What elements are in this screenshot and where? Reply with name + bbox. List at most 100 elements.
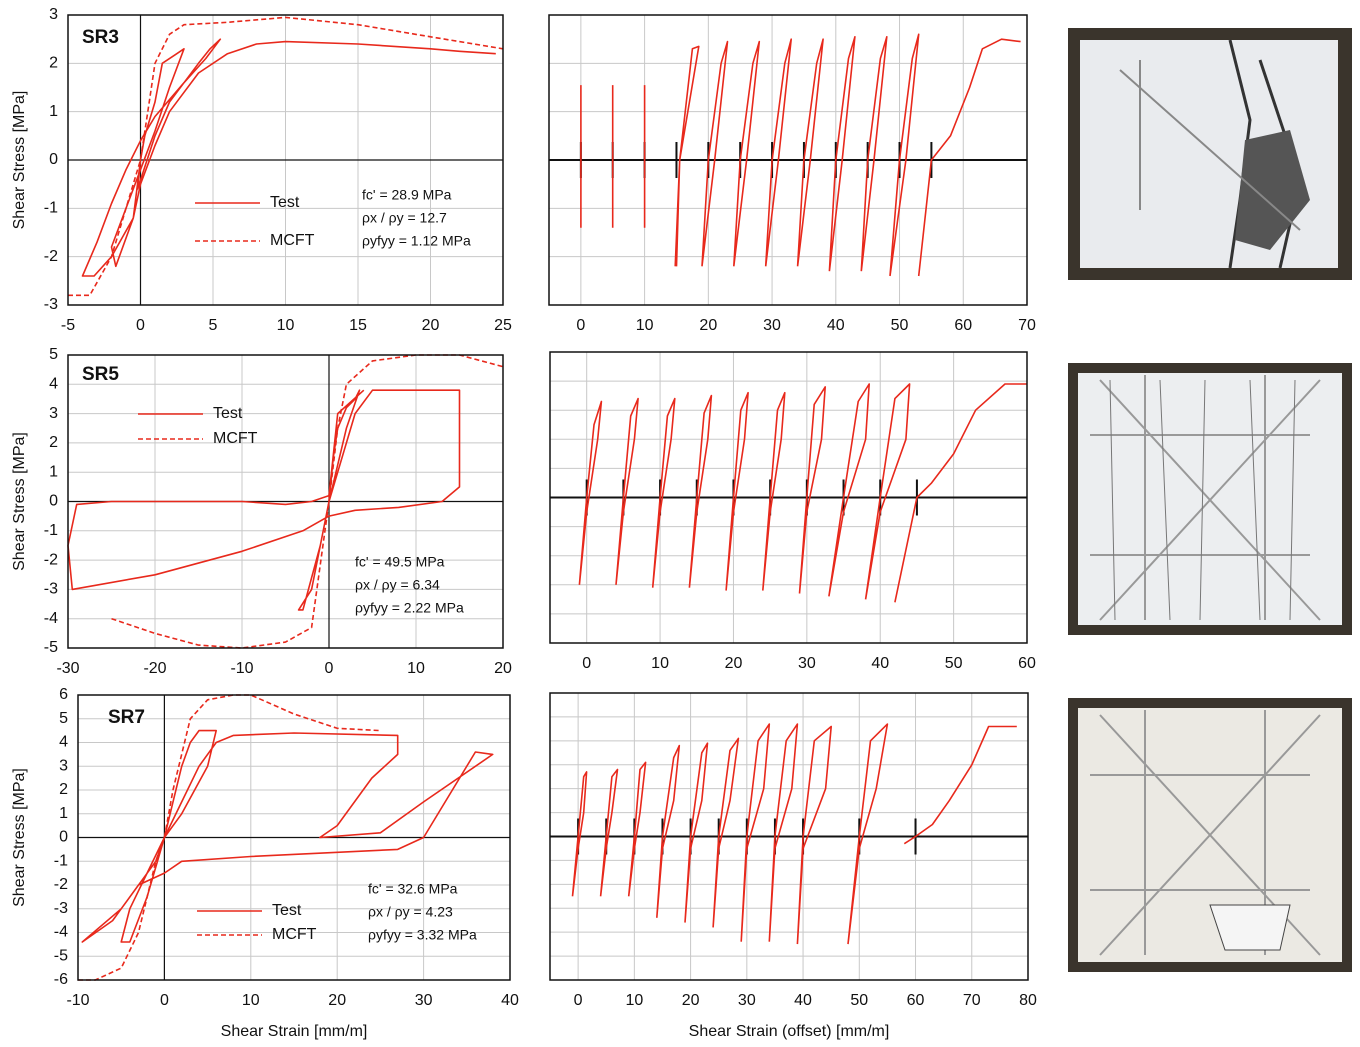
- y-tick-label: 4: [59, 734, 68, 751]
- y-tick-label: 5: [59, 710, 68, 727]
- x-tick-label: 80: [1019, 992, 1037, 1009]
- panel-label: SR5: [82, 364, 119, 385]
- y-tick-label: 3: [49, 405, 58, 422]
- x-tick-label: 15: [349, 317, 367, 334]
- y-axis-label: Shear Stress [MPa]: [11, 432, 28, 571]
- x-tick-label: 30: [738, 992, 756, 1009]
- x-tick-label: 60: [907, 992, 925, 1009]
- x-tick-label: 60: [954, 317, 972, 334]
- y-tick-label: 0: [49, 493, 58, 510]
- y-tick-label: 3: [49, 6, 58, 23]
- photos: [1068, 28, 1352, 972]
- photo-instrument: [1090, 710, 1321, 956]
- x-tick-label: 10: [625, 992, 643, 1009]
- annotation: ρx / ρy = 4.23: [368, 904, 453, 920]
- x-tick-label: 50: [850, 992, 868, 1009]
- panel-label: SR7: [108, 707, 145, 728]
- x-tick-label: 0: [325, 660, 334, 677]
- y-tick-label: -2: [44, 551, 58, 568]
- legend-label: MCFT: [272, 926, 317, 943]
- y-tick-label: 1: [49, 463, 58, 480]
- x-tick-label: 20: [328, 992, 346, 1009]
- series-line: [68, 16, 504, 297]
- x-tick-label: 40: [501, 992, 519, 1009]
- y-tick-label: 1: [59, 805, 68, 822]
- y-tick-label: 2: [49, 55, 58, 72]
- x-tick-label: -10: [66, 992, 89, 1009]
- series-line: [81, 38, 496, 277]
- plot-frame: [548, 14, 1028, 306]
- series-line: [111, 354, 504, 649]
- y-tick-label: -2: [44, 248, 58, 265]
- y-tick-label: -3: [44, 296, 58, 313]
- plot-frame: [549, 692, 1029, 981]
- x-tick-label: 10: [651, 655, 669, 672]
- y-tick-label: 4: [49, 376, 58, 393]
- series-line: [578, 383, 1027, 603]
- x-tick-label: 25: [494, 317, 512, 334]
- x-tick-label: 0: [160, 992, 169, 1009]
- x-tick-label: 70: [963, 992, 981, 1009]
- annotation: ρx / ρy = 12.7: [362, 210, 447, 226]
- x-tick-label: 20: [422, 317, 440, 334]
- x-axis-label: Shear Strain [mm/m]: [221, 1023, 368, 1040]
- x-tick-label: 0: [136, 317, 145, 334]
- x-tick-label: -30: [56, 660, 79, 677]
- y-tick-label: 6: [59, 686, 68, 703]
- y-tick-label: -3: [54, 900, 68, 917]
- photo-panel: [1080, 40, 1338, 268]
- annotation: ρyfyy = 3.32 MPa: [368, 927, 477, 943]
- y-tick-label: 0: [49, 151, 58, 168]
- x-tick-label: 10: [636, 317, 654, 334]
- legend-label: MCFT: [270, 232, 315, 249]
- x-tick-label: 10: [407, 660, 425, 677]
- x-axis-label: Shear Strain (offset) [mm/m]: [689, 1023, 890, 1040]
- y-tick-label: -1: [44, 200, 58, 217]
- panel-label: SR3: [82, 27, 119, 48]
- x-tick-label: 20: [725, 655, 743, 672]
- plot-frame: [549, 351, 1028, 644]
- x-tick-label: 10: [242, 992, 260, 1009]
- x-tick-label: 50: [945, 655, 963, 672]
- y-tick-label: -4: [54, 924, 68, 941]
- legend-label: MCFT: [213, 430, 258, 447]
- annotation: ρx / ρy = 6.34: [355, 577, 440, 593]
- plot-frame: [67, 14, 504, 306]
- y-tick-label: 1: [49, 103, 58, 120]
- x-tick-label: 10: [277, 317, 295, 334]
- y-tick-label: 0: [59, 829, 68, 846]
- chart: 0 10 20 30 40 50 60 70: [548, 14, 1036, 334]
- legend-label: Test: [213, 405, 243, 422]
- annotation: ρyfyy = 1.12 MPa: [362, 233, 471, 249]
- plot-frame: [77, 694, 511, 981]
- x-tick-label: 30: [763, 317, 781, 334]
- y-tick-label: 3: [59, 757, 68, 774]
- y-tick-label: 2: [59, 781, 68, 798]
- legend-label: Test: [272, 902, 302, 919]
- photo-instrument: [1090, 375, 1321, 621]
- x-tick-label: 30: [415, 992, 433, 1009]
- y-axis-label: Shear Stress [MPa]: [11, 768, 28, 907]
- photo-crack: [1109, 379, 1296, 621]
- chart: -3 -2 -1 0 1 2 3 -5 0 5 10 15 20 25 Test MCFT fc' = 28.9…: [11, 6, 512, 334]
- x-tick-label: 20: [494, 660, 512, 677]
- x-tick-label: -5: [61, 317, 75, 334]
- x-tick-label: 0: [574, 992, 583, 1009]
- x-tick-label: 5: [209, 317, 218, 334]
- x-tick-label: 20: [682, 992, 700, 1009]
- photo-instrument: [1119, 60, 1301, 231]
- y-axis-label: Shear Stress [MPa]: [11, 91, 28, 230]
- y-tick-label: 2: [49, 434, 58, 451]
- x-tick-label: 20: [699, 317, 717, 334]
- x-tick-label: 60: [1018, 655, 1036, 672]
- x-tick-label: 40: [794, 992, 812, 1009]
- y-tick-label: -4: [44, 610, 58, 627]
- series-line: [78, 694, 381, 981]
- annotation: ρyfyy = 2.22 MPa: [355, 600, 464, 616]
- x-tick-label: 0: [582, 655, 591, 672]
- x-tick-label: 40: [827, 317, 845, 334]
- series-line: [571, 723, 1017, 945]
- x-tick-label: 0: [576, 317, 585, 334]
